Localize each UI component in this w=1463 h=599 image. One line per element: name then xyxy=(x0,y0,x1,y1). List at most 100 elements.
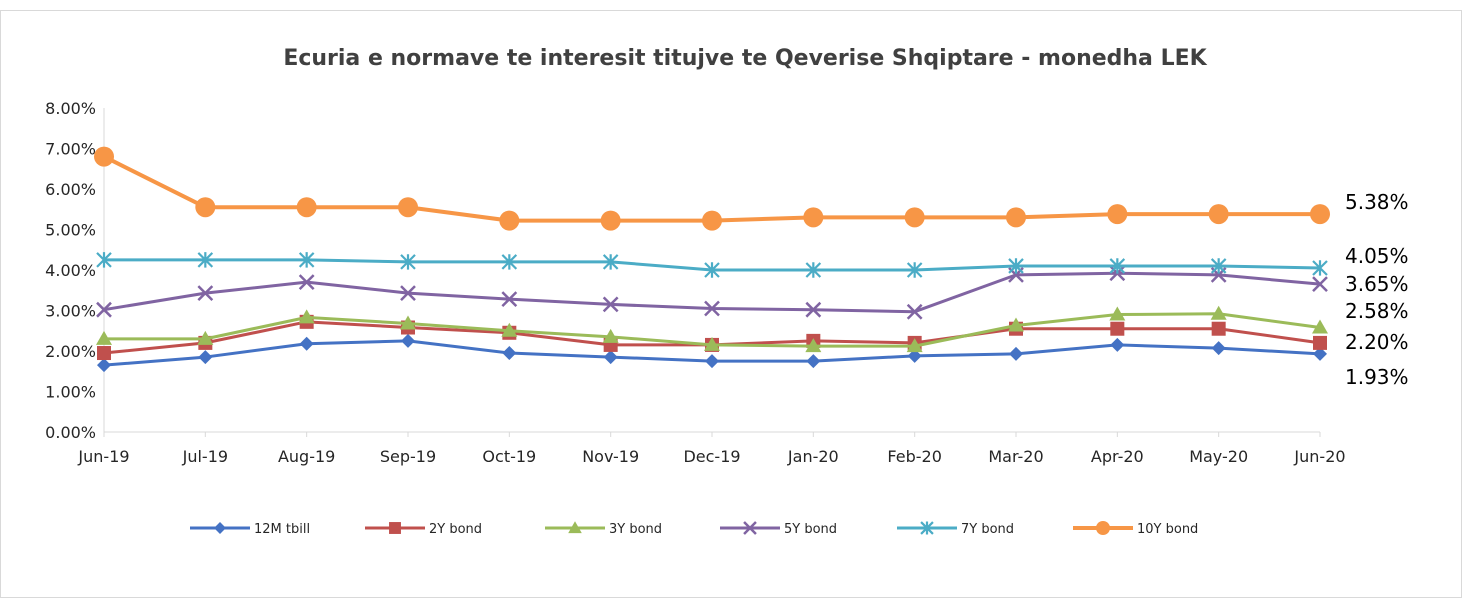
data-point-marker xyxy=(603,350,618,365)
data-point-marker xyxy=(501,254,518,270)
x-tick-label: Jun-20 xyxy=(1293,447,1345,466)
data-point-marker xyxy=(298,252,315,268)
x-tick-label: Nov-19 xyxy=(582,447,639,466)
legend-label: 12M tbill xyxy=(254,522,310,537)
data-point-marker xyxy=(1109,306,1126,321)
data-point-marker xyxy=(1109,258,1126,274)
end-value-label: 2.58% xyxy=(1345,299,1409,323)
end-value-label: 2.20% xyxy=(1345,330,1409,354)
data-point-marker xyxy=(1008,317,1024,332)
y-tick-label: 5.00% xyxy=(45,221,96,240)
chart-title: Ecuria e normave te interesit titujve te… xyxy=(283,46,1207,71)
data-point-marker xyxy=(704,336,720,351)
data-point-marker xyxy=(400,315,416,330)
data-point-marker xyxy=(602,328,619,343)
data-point-marker xyxy=(904,207,925,228)
data-point-marker xyxy=(1107,204,1128,225)
data-point-marker xyxy=(96,252,112,268)
data-point-marker xyxy=(1110,321,1125,336)
data-point-marker xyxy=(1110,337,1125,352)
legend-label: 3Y bond xyxy=(609,522,662,537)
x-tick-label: Aug-19 xyxy=(278,447,335,466)
data-point-marker xyxy=(906,338,923,353)
x-tick-label: Dec-19 xyxy=(683,447,740,466)
series-7y-bond xyxy=(96,252,1328,278)
data-point-marker xyxy=(389,522,401,534)
data-point-marker xyxy=(1312,319,1328,334)
x-tick-label: Sep-19 xyxy=(380,447,436,466)
data-point-marker xyxy=(398,197,418,218)
data-point-marker xyxy=(602,296,619,313)
data-point-marker xyxy=(400,254,416,270)
x-tick-label: Mar-20 xyxy=(988,447,1043,466)
x-tick-label: May-20 xyxy=(1189,447,1248,466)
legend-label: 2Y bond xyxy=(429,522,482,537)
data-point-marker xyxy=(805,338,822,353)
data-point-marker xyxy=(298,274,315,291)
x-tick-label: Feb-20 xyxy=(887,447,941,466)
data-point-marker xyxy=(1008,258,1024,274)
series-10y-bond xyxy=(94,146,1330,231)
legend-item: 2Y bond xyxy=(365,522,482,537)
data-point-marker xyxy=(197,330,214,345)
data-point-marker xyxy=(195,197,216,218)
data-point-marker xyxy=(1009,346,1023,361)
axes: 0.00% 1.00% 2.00% 3.00% 4.00% 5.00% 6.00% 7.00%… xyxy=(45,99,1345,466)
data-point-marker xyxy=(568,521,582,534)
series-3y-bond xyxy=(96,305,1328,353)
data-point-marker xyxy=(1096,521,1110,535)
x-tick-label: Apr-20 xyxy=(1091,447,1144,466)
data-point-marker xyxy=(197,252,214,268)
x-tick-label: Jun-19 xyxy=(77,447,129,466)
series-layer xyxy=(94,146,1330,373)
data-point-marker xyxy=(197,285,214,301)
data-point-marker xyxy=(94,146,114,167)
data-point-marker xyxy=(299,336,314,351)
data-point-marker xyxy=(296,197,317,218)
y-tick-label: 0.00% xyxy=(45,423,96,442)
data-point-marker xyxy=(602,254,619,270)
data-point-marker xyxy=(96,330,112,345)
data-point-marker xyxy=(743,521,757,535)
data-point-marker xyxy=(1313,335,1327,350)
y-tick-label: 1.00% xyxy=(45,383,96,402)
data-point-marker xyxy=(97,346,111,361)
legend-item: 7Y bond xyxy=(897,521,1014,537)
x-tick-label: Jul-19 xyxy=(182,447,228,466)
end-value-label: 1.93% xyxy=(1345,365,1409,389)
y-tick-label: 7.00% xyxy=(45,140,96,159)
data-point-marker xyxy=(920,521,934,535)
x-tick-label: Oct-19 xyxy=(482,447,536,466)
data-point-marker xyxy=(803,207,824,228)
data-point-marker xyxy=(1211,341,1226,356)
data-point-marker xyxy=(1210,258,1227,274)
x-tick-label: Jan-20 xyxy=(787,447,839,466)
data-point-marker xyxy=(906,262,923,278)
series-12m-tbill xyxy=(97,333,1327,373)
data-point-marker xyxy=(906,303,923,320)
data-point-marker xyxy=(501,322,518,337)
legend-label: 7Y bond xyxy=(961,522,1014,537)
data-point-marker xyxy=(198,350,213,365)
end-value-label: 3.65% xyxy=(1345,272,1409,296)
data-point-marker xyxy=(704,262,720,278)
chart-frame xyxy=(0,10,1462,598)
data-point-marker xyxy=(1006,207,1026,228)
end-value-label: 5.38% xyxy=(1345,190,1409,214)
data-point-marker xyxy=(1312,276,1328,293)
data-point-marker xyxy=(907,348,922,363)
data-point-marker xyxy=(298,309,315,324)
data-point-marker xyxy=(1310,204,1330,225)
data-point-marker xyxy=(1211,321,1226,336)
data-point-marker xyxy=(501,291,518,308)
legend-item: 3Y bond xyxy=(545,521,662,537)
end-labels: 5.38% 4.05% 3.65% 2.58% 2.20% 1.93% xyxy=(1345,190,1409,389)
y-tick-label: 6.00% xyxy=(45,180,96,199)
data-point-marker xyxy=(1312,260,1328,276)
y-tick-label: 4.00% xyxy=(45,261,96,280)
data-point-marker xyxy=(400,285,416,301)
data-point-marker xyxy=(705,354,719,369)
data-point-marker xyxy=(702,210,722,231)
